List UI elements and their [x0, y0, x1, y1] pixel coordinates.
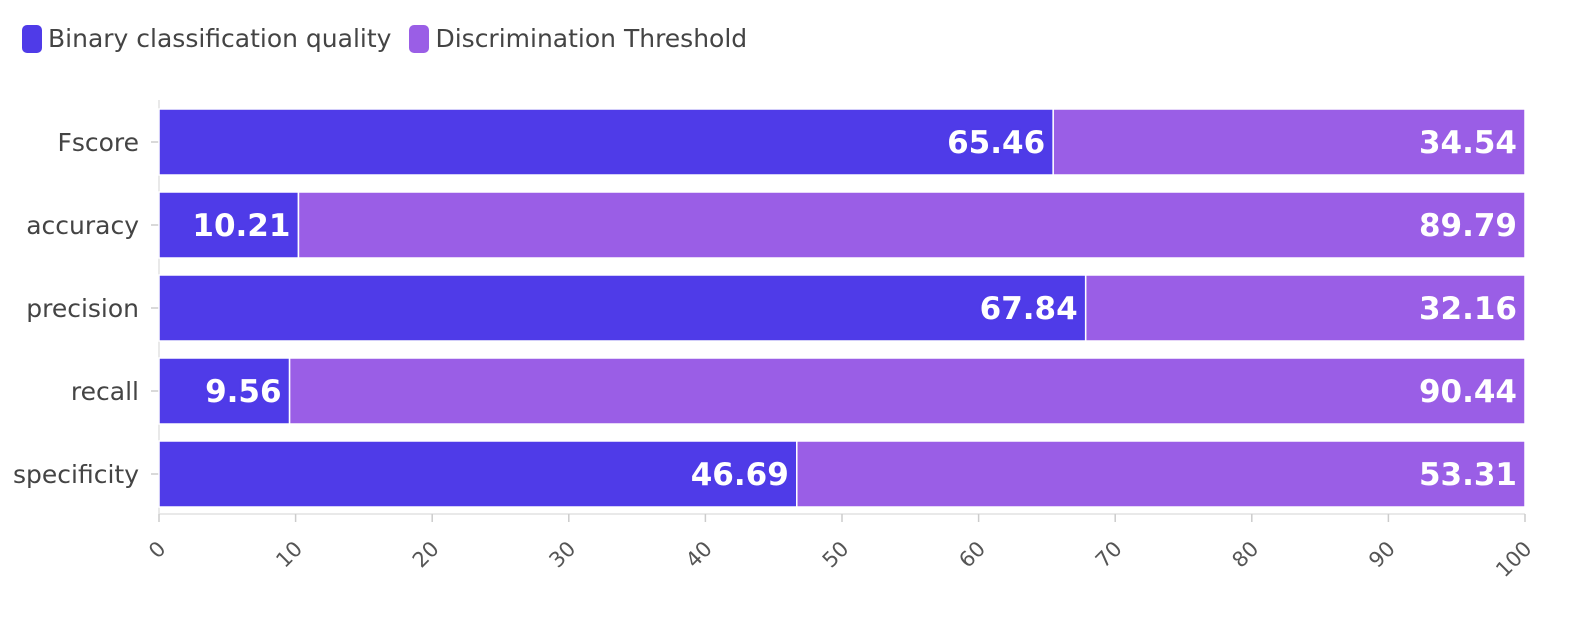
y-category-label: Fscore: [57, 128, 139, 157]
chart-legend: Binary classification quality Discrimina…: [22, 24, 765, 53]
bar-segment: [288, 357, 1526, 425]
y-category-label: recall: [71, 377, 139, 406]
bar-segment: [1084, 274, 1526, 342]
x-tick-label: 0: [144, 537, 170, 563]
x-tick-label: 80: [1227, 537, 1263, 573]
x-tick-label: 50: [818, 537, 854, 573]
bar-value-label: 53.31: [1419, 457, 1517, 493]
bar-value-label: 34.54: [1419, 125, 1517, 161]
x-tick-label: 60: [954, 537, 990, 573]
legend-swatch-series-1: [409, 24, 430, 53]
bar-value-label: 9.56: [205, 374, 282, 410]
bar-value-label: 32.16: [1419, 291, 1517, 327]
legend-label-series-0: Binary classification quality: [48, 24, 392, 53]
x-tick-label: 70: [1091, 537, 1127, 573]
legend-swatch-series-0: [22, 24, 42, 53]
bar-segment: [297, 191, 1526, 259]
legend-item-series-0[interactable]: Binary classification quality: [22, 24, 391, 53]
x-tick-label: 100: [1491, 537, 1536, 582]
x-tick-label: 90: [1364, 537, 1400, 573]
bar-segment: [158, 191, 300, 259]
x-tick-label: 20: [408, 537, 444, 573]
bar-segment: [796, 440, 1526, 508]
legend-label-series-1: Discrimination Threshold: [435, 24, 748, 53]
bar-segment: [158, 274, 1087, 342]
x-tick-label: 30: [544, 537, 580, 573]
x-tick-label: 40: [681, 537, 717, 573]
bar-value-label: 90.44: [1419, 374, 1517, 410]
bar-value-label: 10.21: [192, 208, 290, 244]
bar-value-label: 89.79: [1419, 208, 1517, 244]
bar-value-label: 46.69: [691, 457, 789, 493]
y-category-label: precision: [26, 294, 139, 323]
bar-value-label: 65.46: [947, 125, 1045, 161]
legend-item-series-1[interactable]: Discrimination Threshold: [409, 24, 747, 53]
bar-segment: [158, 108, 1054, 176]
bar-segment: [158, 440, 798, 508]
bar-segment: [158, 357, 291, 425]
bar-value-label: 67.84: [980, 291, 1078, 327]
y-category-label: accuracy: [26, 211, 139, 240]
y-category-label: specificity: [13, 460, 139, 489]
x-tick-label: 10: [271, 537, 307, 573]
bar-segment: [1052, 108, 1526, 176]
